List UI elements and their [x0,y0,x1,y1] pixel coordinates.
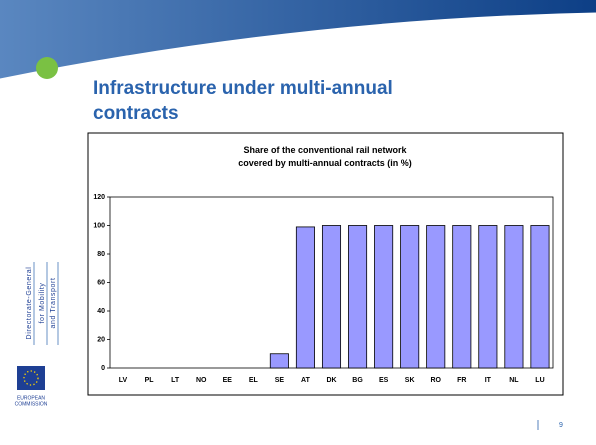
side-text: Directorate-General [26,267,33,340]
x-tick-label: FR [457,377,466,384]
y-tick-label: 120 [93,194,105,201]
bar [478,225,498,369]
x-tick-label: EE [223,377,233,384]
bar [452,225,472,369]
y-tick-label: 100 [93,222,105,229]
x-tick-label: EL [249,377,259,384]
bar [530,225,550,369]
slide-title: Infrastructure under multi-annual contra… [93,78,393,124]
y-tick-label: 60 [97,279,105,286]
x-tick-label: AT [301,377,311,384]
bullet [36,57,58,79]
eu-stars [23,370,39,386]
bar [269,353,289,369]
logo-text: COMMISSION [15,401,48,407]
bar [400,225,420,369]
page-number: 9 [559,422,563,429]
eu-flag [17,366,45,390]
x-tick-label: RO [430,377,441,384]
y-tick-label: 20 [97,336,105,343]
logo-text: EUROPEAN [17,395,45,401]
x-tick-label: NO [196,377,207,384]
x-tick-label: BG [352,377,363,384]
bar [426,225,446,369]
bar [321,225,342,369]
side-text: and Transport [50,278,57,329]
x-tick-label: SK [405,377,415,384]
x-tick-label: LU [535,377,544,384]
chart-title: Share of the conventional rail network c… [238,145,412,168]
side-text: for Mobility [39,282,46,323]
bar [348,225,368,369]
x-tick-label: ES [379,377,389,384]
bar [295,226,315,369]
x-tick-label: LT [171,377,180,384]
banner-edge [0,12,596,82]
x-tick-label: IT [485,377,492,384]
bar [374,225,394,369]
x-tick-label: DK [326,377,336,384]
x-tick-label: NL [509,377,519,384]
bar [504,225,524,369]
x-tick-label: SE [275,377,285,384]
y-tick-label: 0 [101,365,105,372]
x-tick-label: PL [145,377,155,384]
x-tick-label: LV [119,377,128,384]
y-tick-label: 80 [97,251,105,258]
y-tick-label: 40 [97,308,105,315]
